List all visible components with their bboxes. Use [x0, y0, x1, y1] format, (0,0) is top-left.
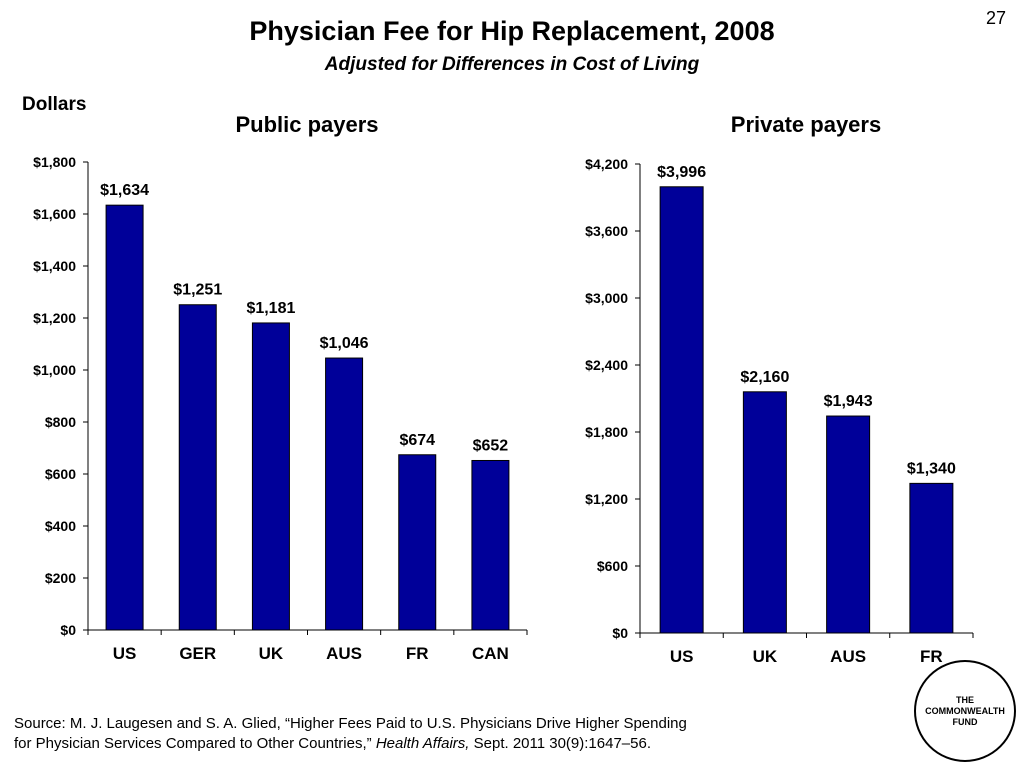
- public-y-tick-label: $1,000: [33, 362, 76, 378]
- logo-line-1: THE: [956, 694, 974, 705]
- public-data-label-can: $652: [473, 437, 509, 454]
- charts-canvas: Public payers $0 $200 $400 $600 $800 $1,000 $1,…: [33, 112, 974, 666]
- source-journal: Health Affairs,: [375, 735, 470, 752]
- private-category-label-aus: AUS: [830, 647, 866, 666]
- public-y-tick-label: $400: [45, 518, 76, 534]
- private-y-tick-label: $1,200: [585, 491, 628, 507]
- public-y-tick-label: $800: [45, 414, 76, 430]
- private-y-tick-label: $600: [597, 558, 628, 574]
- public-panel-title: Public payers: [235, 112, 378, 137]
- source-line-2-prefix: for Physician Services Compared to Other…: [14, 735, 376, 752]
- private-bar-aus: [826, 415, 871, 634]
- private-panel-title: Private payers: [731, 112, 881, 137]
- public-y-tick-label: $1,200: [33, 310, 76, 326]
- y-axis-units-label: Dollars: [22, 94, 87, 115]
- public-data-label-fr: $674: [399, 432, 435, 449]
- private-category-label-fr: FR: [920, 647, 943, 666]
- public-y-tick-label: $600: [45, 466, 76, 482]
- public-category-label-ger: GER: [179, 644, 216, 663]
- public-data-label-uk: $1,181: [246, 300, 295, 317]
- private-category-label-uk: UK: [753, 647, 778, 666]
- private-y-tick-label: $1,800: [585, 424, 628, 440]
- logo-line-3: FUND: [952, 716, 978, 727]
- private-data-label-fr: $1,340: [907, 460, 956, 477]
- source-line-2-suffix: Sept. 2011 30(9):1647–56.: [469, 735, 651, 752]
- logo-line-2: COMMONWEALTH: [925, 705, 1005, 716]
- private-y-tick-label: $2,400: [585, 357, 628, 373]
- public-y-tick-label: $1,800: [33, 154, 76, 170]
- slide-number: 27: [985, 8, 1006, 28]
- private-y-tick-label: $3,000: [585, 290, 628, 306]
- public-category-label-can: CAN: [472, 644, 509, 663]
- private-data-label-uk: $2,160: [740, 369, 789, 386]
- public-data-label-us: $1,634: [100, 182, 149, 199]
- private-data-label-us: $3,996: [657, 164, 706, 181]
- chart-subtitle: Adjusted for Differences in Cost of Livi…: [324, 54, 700, 75]
- private-bar-fr: [909, 482, 954, 634]
- public-category-label-aus: AUS: [326, 644, 362, 663]
- source-citation: Source: M. J. Laugesen and S. A. Glied, …: [14, 714, 834, 754]
- public-category-label-uk: UK: [259, 644, 284, 663]
- source-line-1: Source: M. J. Laugesen and S. A. Glied, …: [14, 715, 687, 732]
- private-bar-us: [659, 186, 704, 634]
- public-bar-can: [471, 459, 510, 631]
- commonwealth-fund-logo: THE COMMONWEALTH FUND: [914, 660, 1016, 762]
- public-category-label-fr: FR: [406, 644, 429, 663]
- public-bar-fr: [398, 454, 437, 631]
- public-bar-aus: [325, 357, 364, 631]
- public-bar-ger: [178, 304, 217, 631]
- private-y-tick-label: $0: [612, 625, 628, 641]
- private-data-label-aus: $1,943: [824, 393, 873, 410]
- public-y-tick-label: $200: [45, 570, 76, 586]
- private-y-tick-label: $3,600: [585, 223, 628, 239]
- public-y-tick-label: $1,400: [33, 258, 76, 274]
- private-bar-uk: [742, 391, 787, 634]
- private-category-label-us: US: [670, 647, 694, 666]
- private-y-tick-label: $4,200: [585, 156, 628, 172]
- public-bar-uk: [251, 322, 290, 631]
- public-y-tick-label: $0: [60, 622, 76, 638]
- public-data-label-aus: $1,046: [320, 335, 369, 352]
- chart-title: Physician Fee for Hip Replacement, 2008: [249, 16, 775, 46]
- public-y-tick-label: $1,600: [33, 206, 76, 222]
- public-bar-us: [105, 204, 144, 631]
- public-data-label-ger: $1,251: [173, 282, 222, 299]
- public-category-label-us: US: [113, 644, 137, 663]
